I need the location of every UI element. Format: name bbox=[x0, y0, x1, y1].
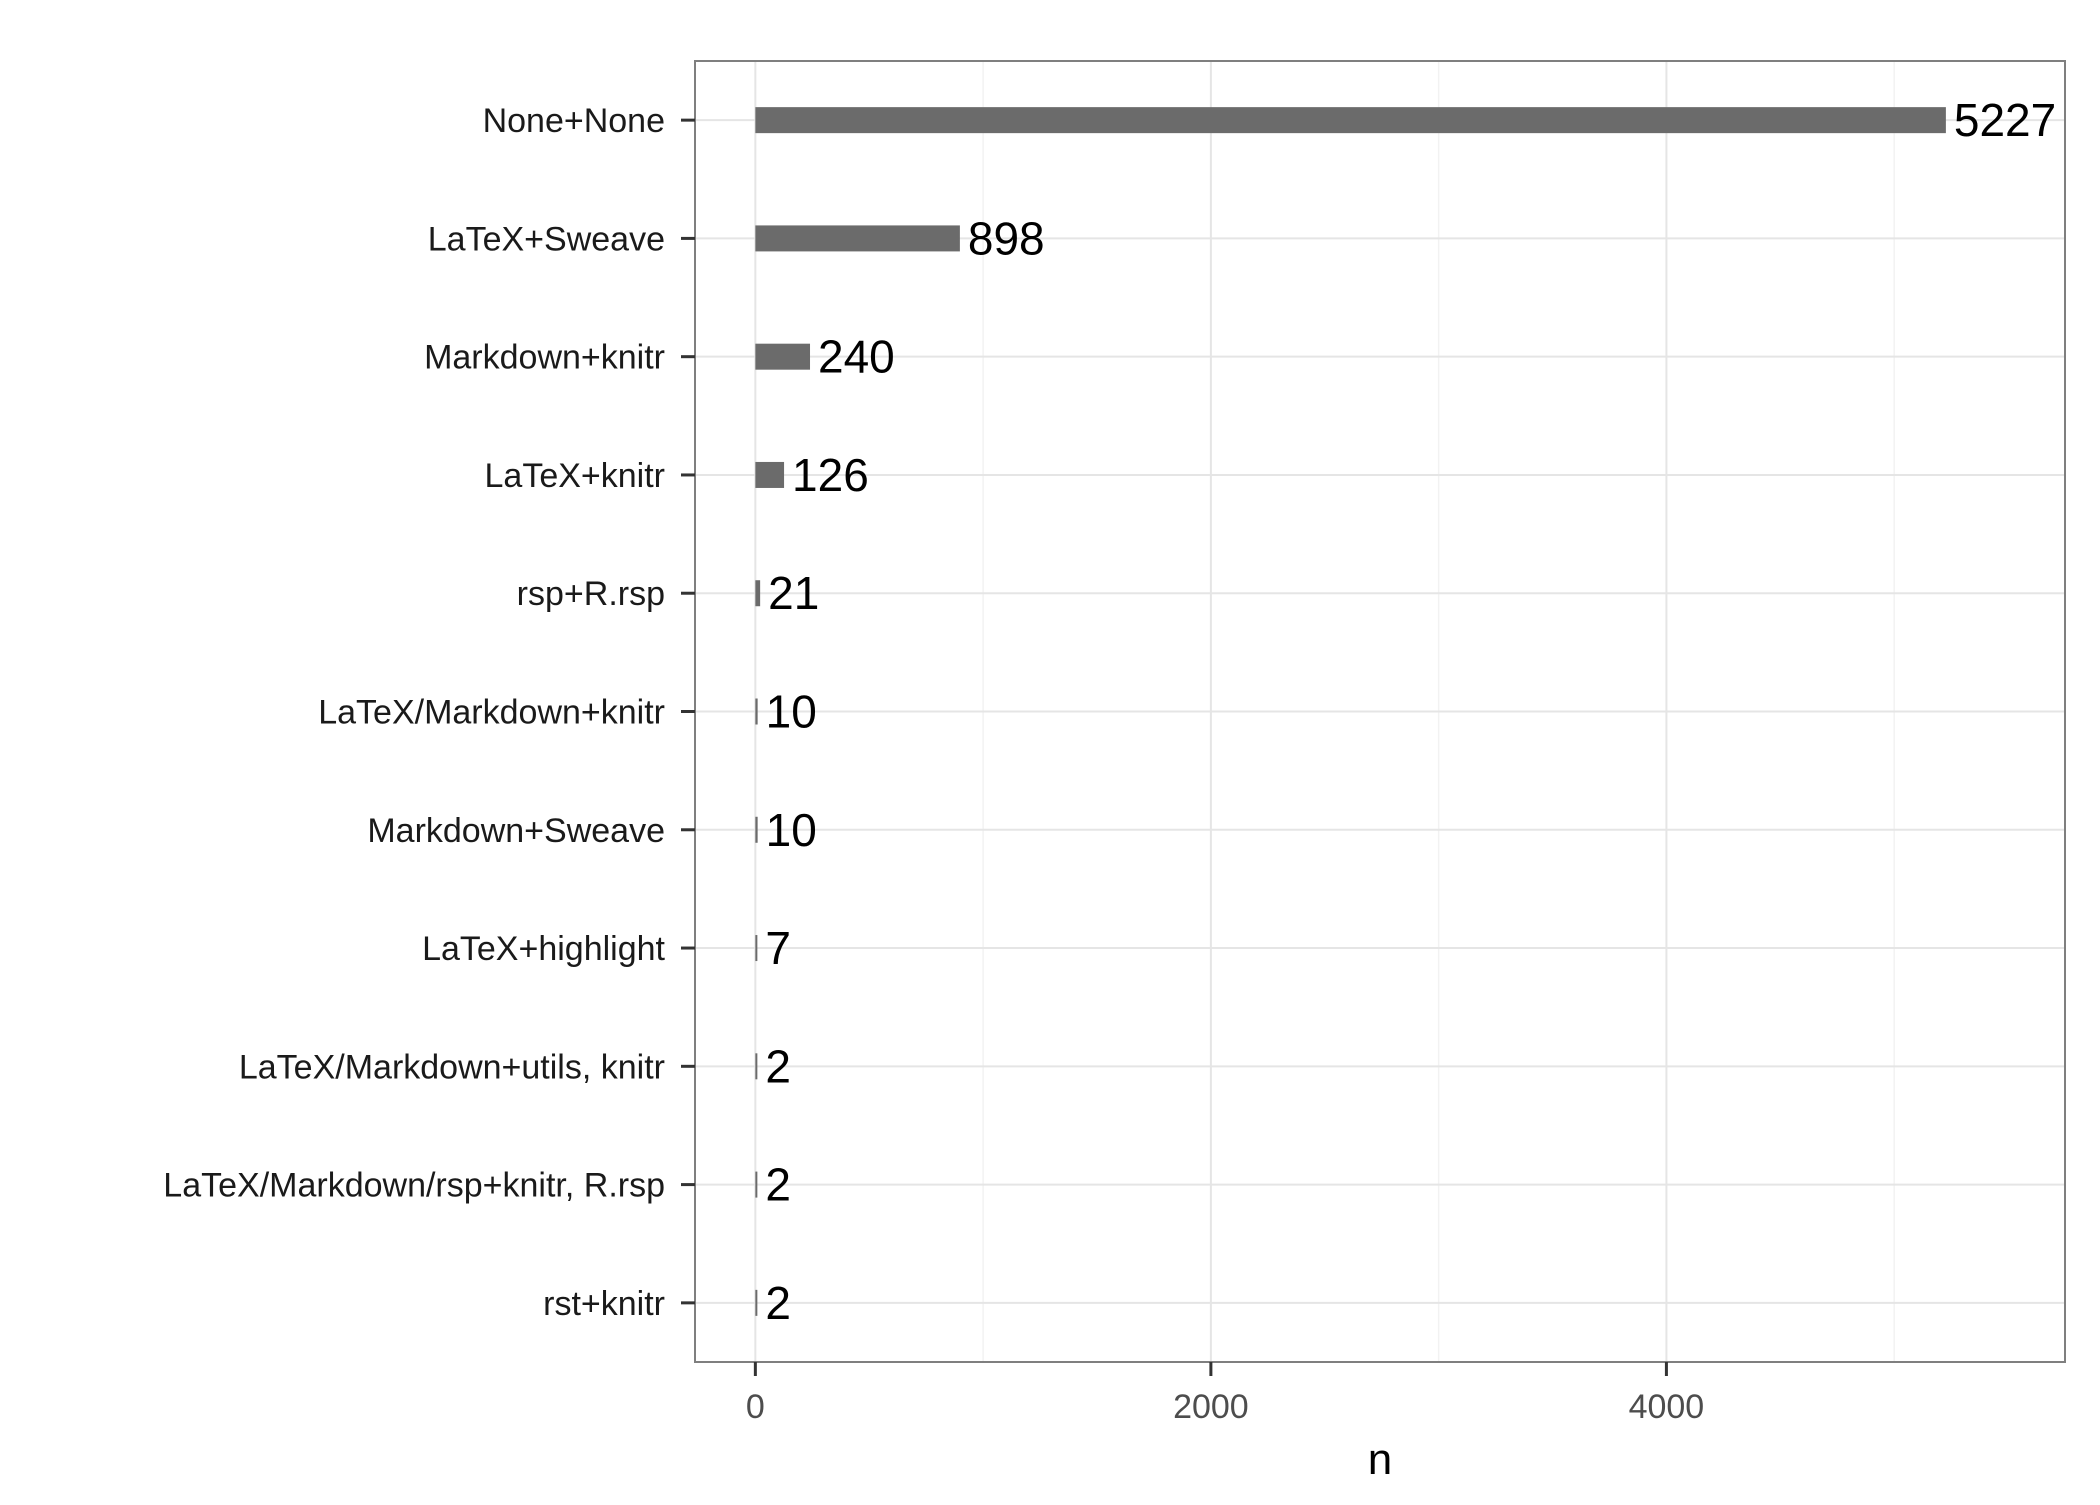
bar bbox=[755, 1171, 758, 1198]
x-tick-label: 2000 bbox=[1173, 1388, 1249, 1426]
y-tick-label: LaTeX/Markdown+utils, knitr bbox=[239, 1048, 665, 1086]
x-axis-title: n bbox=[1368, 1435, 1392, 1484]
data-label: 10 bbox=[766, 804, 817, 856]
y-tick-label: Markdown+Sweave bbox=[367, 812, 665, 850]
y-tick-label: LaTeX+highlight bbox=[422, 930, 665, 968]
bar bbox=[755, 1289, 758, 1316]
bar bbox=[755, 343, 811, 370]
grid-lines bbox=[695, 61, 2065, 1362]
x-tick-label: 4000 bbox=[1629, 1388, 1705, 1426]
y-axis: None+None LaTeX+Sweave Markdown+knitr LaTeX… bbox=[163, 102, 695, 1323]
y-tick-label: LaTeX+knitr bbox=[485, 457, 666, 495]
x-tick-label: 0 bbox=[746, 1388, 765, 1426]
bars bbox=[755, 107, 1946, 1316]
data-label: 2 bbox=[765, 1159, 791, 1211]
y-tick-label: LaTeX/Markdown/rsp+knitr, R.rsp bbox=[163, 1167, 665, 1205]
bar bbox=[755, 1053, 758, 1080]
y-tick-label: Markdown+knitr bbox=[424, 339, 665, 377]
data-label: 2 bbox=[765, 1277, 791, 1329]
bar bbox=[755, 107, 1946, 134]
bar bbox=[755, 580, 761, 607]
bar bbox=[755, 816, 758, 843]
data-label: 7 bbox=[765, 922, 791, 974]
bar bbox=[755, 461, 785, 488]
data-label: 126 bbox=[792, 449, 869, 501]
data-label: 240 bbox=[818, 331, 895, 383]
data-label: 21 bbox=[768, 567, 819, 619]
bar bbox=[755, 225, 960, 252]
data-label: 2 bbox=[765, 1040, 791, 1092]
data-label: 5227 bbox=[1954, 94, 2056, 146]
data-label: 898 bbox=[968, 212, 1045, 264]
bar bbox=[755, 698, 758, 725]
x-axis: 0 2000 4000 bbox=[746, 1362, 1704, 1426]
y-tick-label: rsp+R.rsp bbox=[517, 575, 665, 613]
y-tick-label: rst+knitr bbox=[543, 1285, 665, 1323]
data-labels: 5227 898 240 126 21 10 10 7 2 2 2 bbox=[765, 94, 2056, 1329]
y-tick-label: None+None bbox=[483, 102, 665, 140]
y-tick-label: LaTeX/Markdown+knitr bbox=[318, 694, 665, 732]
bar bbox=[755, 935, 758, 962]
data-label: 10 bbox=[766, 686, 817, 738]
y-tick-label: LaTeX+Sweave bbox=[428, 220, 665, 258]
